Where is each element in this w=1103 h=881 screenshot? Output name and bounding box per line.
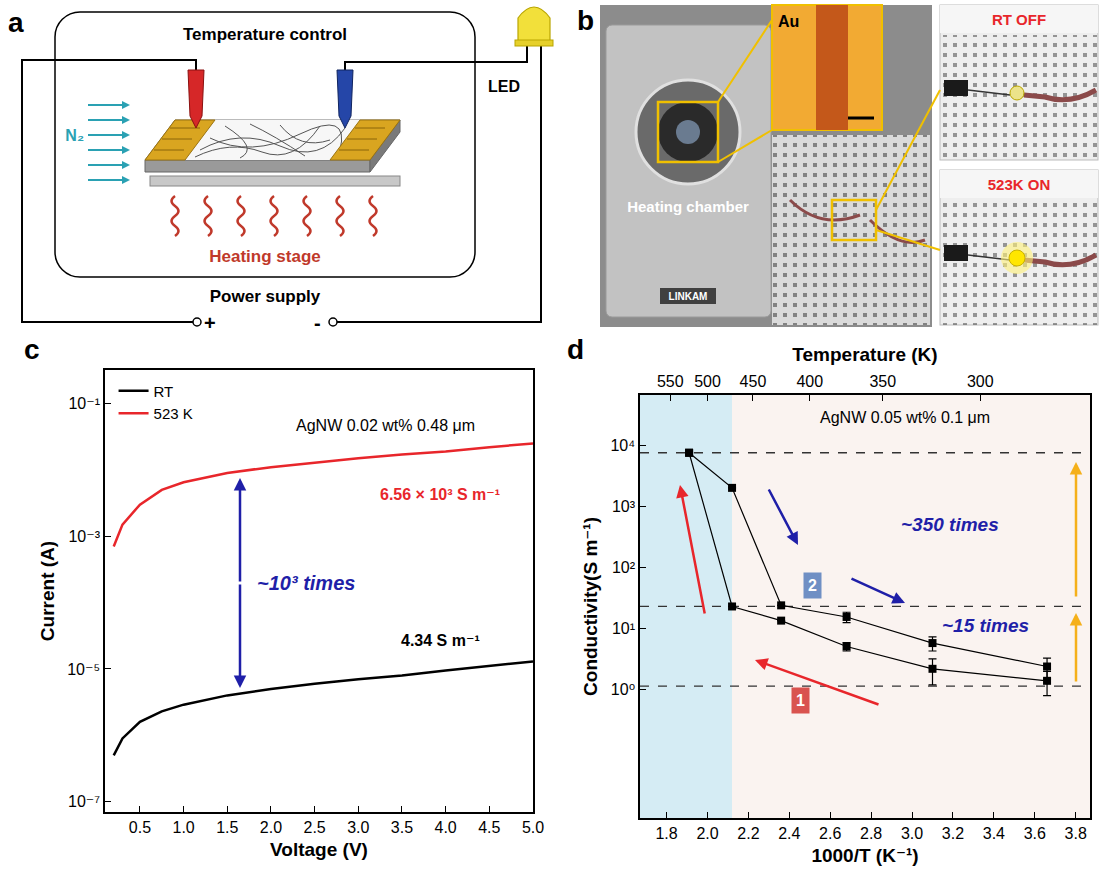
svg-text:550: 550: [657, 373, 684, 390]
svg-text:6.56 × 10³ S m⁻¹: 6.56 × 10³ S m⁻¹: [380, 486, 500, 503]
svg-text:10³: 10³: [612, 498, 636, 515]
svg-text:10⁴: 10⁴: [610, 437, 635, 454]
svg-text:4.0: 4.0: [435, 819, 457, 836]
svg-text:2.8: 2.8: [860, 825, 882, 842]
svg-text:Heating chamber: Heating chamber: [627, 198, 749, 215]
svg-text:~15 times: ~15 times: [942, 615, 1029, 636]
svg-text:2.2: 2.2: [737, 825, 759, 842]
svg-text:523K ON: 523K ON: [988, 176, 1051, 193]
svg-text:1.8: 1.8: [655, 825, 677, 842]
svg-text:1000/T (K⁻¹): 1000/T (K⁻¹): [811, 845, 918, 866]
svg-text:Voltage (V): Voltage (V): [270, 839, 368, 860]
svg-text:Power supply: Power supply: [210, 287, 321, 306]
svg-text:3.5: 3.5: [391, 819, 413, 836]
svg-text:c: c: [24, 335, 40, 365]
svg-text:5.0: 5.0: [522, 819, 544, 836]
svg-text:RT OFF: RT OFF: [992, 11, 1046, 28]
svg-text:500: 500: [694, 373, 721, 390]
svg-text:d: d: [567, 335, 584, 365]
svg-text:10²: 10²: [612, 559, 636, 576]
svg-text:0.5: 0.5: [129, 819, 151, 836]
svg-text:10⁻⁵: 10⁻⁵: [67, 661, 100, 678]
svg-text:a: a: [8, 7, 24, 38]
svg-text:RT: RT: [154, 383, 174, 400]
svg-text:10⁻³: 10⁻³: [68, 528, 100, 545]
svg-text:AgNW 0.02 wt% 0.48 μm: AgNW 0.02 wt% 0.48 μm: [296, 417, 475, 434]
svg-text:LINKAM: LINKAM: [669, 291, 708, 302]
svg-text:Heating stage: Heating stage: [209, 247, 320, 266]
svg-text:523 K: 523 K: [154, 405, 193, 422]
svg-text:1: 1: [796, 692, 805, 709]
svg-text:b: b: [577, 5, 594, 36]
svg-text:Temperature (K): Temperature (K): [792, 344, 937, 365]
svg-text:1.0: 1.0: [172, 819, 194, 836]
svg-text:2.5: 2.5: [304, 819, 326, 836]
svg-text:3.6: 3.6: [1024, 825, 1046, 842]
svg-text:Current (A): Current (A): [37, 541, 58, 641]
svg-text:3.0: 3.0: [347, 819, 369, 836]
svg-text:10⁻⁷: 10⁻⁷: [68, 793, 100, 810]
svg-text:Au: Au: [778, 13, 799, 30]
svg-text:N₂: N₂: [65, 127, 84, 144]
svg-text:3.2: 3.2: [942, 825, 964, 842]
svg-text:4.5: 4.5: [478, 819, 500, 836]
svg-text:Conductivity(S m⁻¹): Conductivity(S m⁻¹): [580, 517, 601, 696]
svg-text:2.4: 2.4: [778, 825, 800, 842]
svg-text:350: 350: [869, 373, 896, 390]
svg-text:3.8: 3.8: [1065, 825, 1087, 842]
svg-text:AgNW 0.05 wt% 0.1 μm: AgNW 0.05 wt% 0.1 μm: [820, 409, 990, 426]
svg-text:300: 300: [967, 373, 994, 390]
svg-text:~350 times: ~350 times: [901, 514, 999, 535]
svg-text:3.0: 3.0: [901, 825, 923, 842]
svg-text:Temperature control: Temperature control: [183, 25, 347, 44]
svg-text:+: +: [204, 312, 216, 334]
svg-text:400: 400: [796, 373, 823, 390]
svg-text:10⁻¹: 10⁻¹: [68, 395, 100, 412]
svg-text:10¹: 10¹: [612, 620, 635, 637]
svg-text:2.0: 2.0: [260, 819, 282, 836]
svg-text:3.4: 3.4: [983, 825, 1005, 842]
svg-text:-: -: [314, 312, 321, 334]
svg-text:2: 2: [808, 577, 817, 594]
svg-text:450: 450: [740, 373, 767, 390]
svg-text:2.0: 2.0: [696, 825, 718, 842]
svg-text:1.5: 1.5: [216, 819, 238, 836]
svg-text:2.6: 2.6: [819, 825, 841, 842]
svg-text:~10³ times: ~10³ times: [257, 572, 355, 594]
svg-text:LED: LED: [488, 78, 520, 95]
svg-text:4.34 S m⁻¹: 4.34 S m⁻¹: [401, 632, 480, 649]
svg-text:10⁰: 10⁰: [611, 681, 635, 698]
